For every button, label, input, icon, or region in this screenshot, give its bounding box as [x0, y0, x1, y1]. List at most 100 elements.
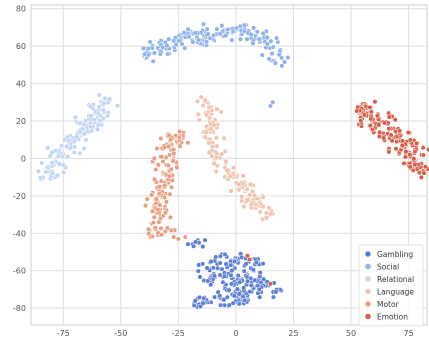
point-motor	[154, 145, 160, 152]
point-social	[269, 50, 275, 57]
point-social	[244, 36, 250, 42]
legend-marker-emotion	[364, 313, 372, 320]
point-language	[211, 122, 217, 128]
point-gambling	[204, 265, 210, 271]
point-gambling	[218, 302, 224, 308]
point-language	[250, 188, 256, 194]
point-motor	[151, 214, 157, 220]
point-emotion	[421, 170, 427, 176]
point-social	[272, 60, 278, 66]
point-motor	[157, 202, 163, 208]
point-motor	[177, 143, 183, 149]
point-social	[151, 50, 157, 56]
point-motor	[176, 134, 182, 140]
x-tick-label: -75	[57, 329, 70, 338]
point-emotion	[407, 164, 413, 170]
point-social	[204, 26, 210, 32]
point-social	[254, 29, 260, 35]
y-tick-label: 60	[16, 42, 26, 51]
point-language	[218, 109, 224, 115]
point-motor	[153, 166, 159, 173]
point-motor	[174, 164, 180, 170]
point-language	[227, 173, 233, 179]
y-tick-label: 80	[16, 5, 26, 14]
point-social	[230, 28, 236, 34]
point-relational	[56, 161, 62, 167]
point-emotion	[401, 160, 407, 166]
point-gambling	[195, 268, 201, 274]
point-motor	[162, 183, 168, 189]
point-gambling	[208, 259, 214, 265]
point-social	[233, 25, 239, 31]
point-social	[165, 51, 171, 57]
point-gambling	[200, 261, 206, 267]
point-social	[145, 46, 151, 52]
legend-box	[358, 244, 424, 327]
point-motor	[158, 154, 164, 160]
point-gambling	[270, 294, 276, 300]
point-relational	[60, 162, 67, 168]
point-motor	[149, 233, 155, 239]
point-gambling	[217, 253, 223, 259]
legend-marker-gambling	[364, 250, 372, 258]
point-gambling	[228, 272, 234, 278]
point-relational	[107, 96, 113, 102]
point-language	[211, 160, 217, 167]
point-gambling	[192, 298, 198, 304]
point-language	[244, 186, 250, 192]
point-relational	[43, 169, 49, 175]
point-language	[209, 153, 215, 159]
legend-marker-language	[364, 288, 372, 295]
y-tick-label: -60	[13, 267, 26, 276]
point-emotion	[368, 109, 374, 115]
point-motor	[168, 166, 174, 172]
point-social	[223, 32, 229, 39]
point-language	[206, 149, 212, 156]
point-emotion	[389, 138, 395, 144]
point-social	[241, 22, 247, 28]
point-gambling	[241, 268, 247, 274]
point-emotion	[402, 154, 409, 160]
legend: Gambling Social Relational Language Motor Emo…	[358, 244, 424, 327]
point-motor	[167, 137, 174, 143]
point-emotion	[412, 161, 418, 168]
point-social	[182, 45, 188, 51]
point-social	[186, 34, 192, 40]
point-relational	[35, 168, 42, 174]
legend-label-language: Language	[377, 287, 414, 296]
point-gambling	[236, 291, 242, 297]
y-tick-labels: -80 -60 -40 -20 0 20 40 60 80	[13, 5, 26, 313]
point-emotion	[414, 140, 420, 147]
point-language	[223, 158, 229, 164]
point-social	[237, 36, 244, 42]
point-social	[229, 37, 235, 43]
x-tick-label: 25	[288, 329, 298, 338]
point-language	[202, 97, 208, 104]
point-emotion	[244, 253, 250, 259]
point-motor	[148, 192, 155, 198]
point-language	[244, 197, 250, 203]
point-emotion	[358, 118, 364, 124]
point-relational	[77, 129, 83, 135]
point-motor	[149, 208, 156, 214]
point-motor	[168, 227, 175, 233]
point-gambling	[243, 261, 249, 267]
point-motor	[156, 184, 162, 190]
legend-label-emotion: Emotion	[377, 312, 408, 321]
point-motor	[177, 129, 183, 135]
point-social	[160, 44, 166, 50]
point-emotion	[405, 129, 411, 136]
point-motor	[162, 210, 169, 216]
point-gambling	[230, 300, 236, 306]
point-relational	[49, 160, 55, 166]
point-social	[190, 39, 196, 45]
point-motor	[155, 162, 161, 168]
point-social	[250, 40, 256, 46]
point-language	[213, 169, 219, 175]
point-emotion	[393, 146, 399, 152]
point-relational	[87, 103, 93, 109]
point-social	[248, 31, 254, 38]
point-language	[263, 215, 270, 221]
point-language	[214, 106, 220, 112]
